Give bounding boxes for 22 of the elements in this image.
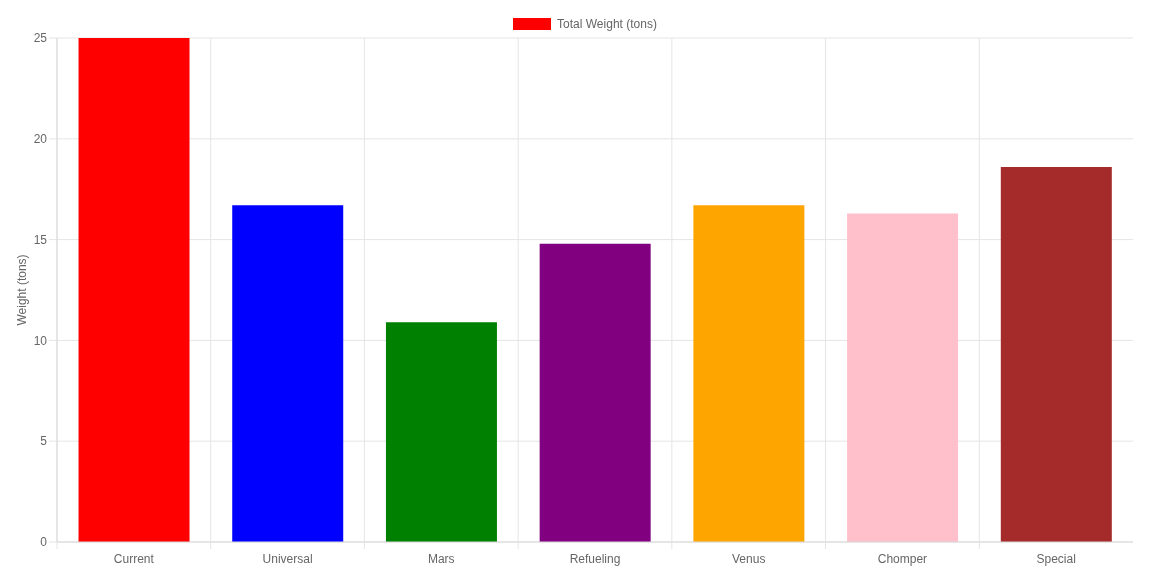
y-tick-label: 25 — [33, 31, 48, 46]
x-tick-label: Universal — [262, 552, 313, 566]
bar — [539, 243, 651, 542]
bar — [693, 205, 805, 542]
x-tick-label: Refueling — [569, 552, 621, 566]
y-axis-title: Weight (tons) — [15, 254, 30, 326]
legend-label: Total Weight (tons) — [557, 17, 657, 31]
x-tick-label: Mars — [427, 552, 455, 566]
x-tick-label: Chomper — [877, 552, 928, 566]
y-tick-label: 15 — [33, 232, 48, 247]
x-tick-label: Special — [1036, 552, 1076, 566]
bar — [847, 213, 959, 542]
y-tick-label: 0 — [40, 535, 48, 550]
x-tick-label: Venus — [732, 552, 766, 566]
bar — [1000, 167, 1112, 542]
y-tick-label: 10 — [33, 333, 48, 348]
bar — [232, 205, 344, 542]
bar — [78, 38, 190, 542]
bar — [385, 322, 497, 542]
y-tick-label: 5 — [40, 434, 48, 449]
x-tick-label: Current — [113, 552, 155, 566]
y-tick-label: 20 — [33, 132, 48, 147]
